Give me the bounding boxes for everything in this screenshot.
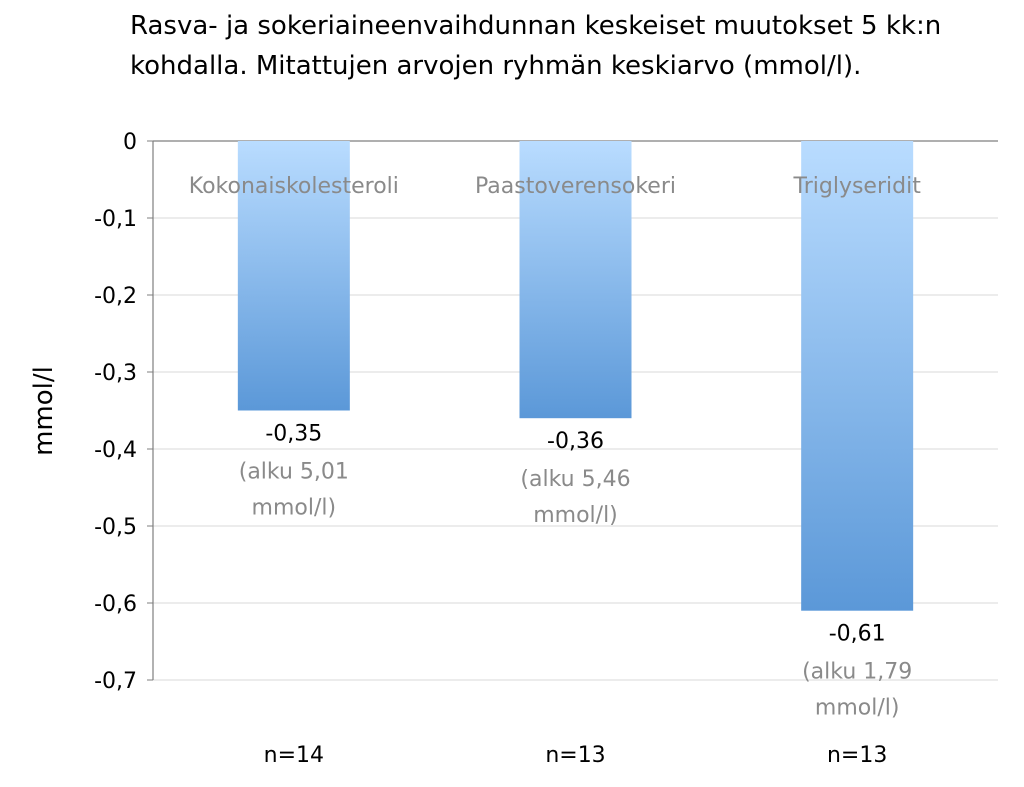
y-tick-label: 0 — [123, 130, 137, 155]
y-tick-label: -0,5 — [94, 515, 137, 540]
bar — [801, 141, 914, 611]
y-tick-label: -0,1 — [94, 207, 137, 232]
y-tick-label: -0,2 — [94, 284, 137, 309]
baseline-note: mmol/l) — [252, 496, 337, 521]
value-label: -0,35 — [265, 422, 322, 447]
y-tick-label: -0,3 — [94, 361, 137, 386]
bar — [519, 141, 632, 419]
baseline-note: (alku 5,01 — [239, 460, 349, 485]
category-label: Paastoverensokeri — [475, 174, 676, 199]
y-tick-label: -0,7 — [94, 669, 137, 694]
y-tick-label: -0,6 — [94, 592, 137, 617]
y-axis-label: mmol/l — [29, 366, 59, 456]
group-size-label: n=14 — [264, 743, 324, 768]
baseline-note: (alku 5,46 — [520, 467, 630, 492]
value-label: -0,36 — [547, 429, 604, 454]
group-size-label: n=13 — [827, 743, 887, 768]
baseline-note: (alku 1,79 — [802, 660, 912, 685]
group-size-label: n=13 — [545, 743, 605, 768]
chart-title: Rasva- ja sokeriaineenvaihdunnan keskeis… — [130, 11, 942, 81]
labels: 0 -0,1 -0,2 -0,3 -0,4 -0,5 -0,6 -0,7 Kokonaiskol… — [94, 130, 921, 768]
y-tick-label: -0,4 — [94, 438, 137, 463]
bar — [237, 141, 350, 411]
value-label: -0,61 — [829, 622, 886, 647]
baseline-note: mmol/l) — [533, 503, 618, 528]
category-label: Triglyseridit — [793, 174, 922, 199]
category-label: Kokonaiskolesteroli — [189, 174, 399, 199]
bars — [237, 141, 914, 611]
baseline-note: mmol/l) — [815, 696, 900, 721]
